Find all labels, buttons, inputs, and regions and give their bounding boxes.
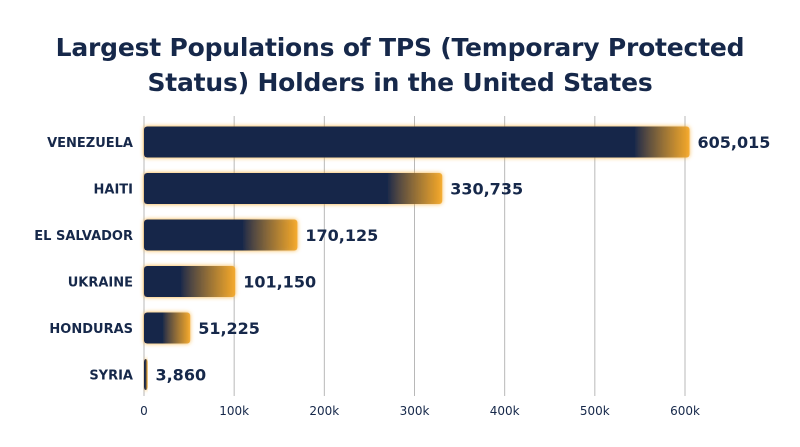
bar-el-salvador <box>144 219 298 251</box>
chart-title-line-2: Status) Holders in the United States <box>147 68 653 97</box>
x-tick-label: 500k <box>580 404 610 418</box>
bar-honduras <box>144 312 191 344</box>
chart-title: Largest Populations of TPS (Temporary Pr… <box>0 30 800 100</box>
x-tick-label: 300k <box>400 404 430 418</box>
bars <box>144 126 690 390</box>
category-label: UKRAINE <box>68 276 133 291</box>
bar-ukraine <box>144 266 236 297</box>
category-label: HONDURAS <box>49 322 133 337</box>
value-label: 51,225 <box>198 319 260 338</box>
value-label: 3,860 <box>155 366 206 385</box>
bar-haiti <box>144 173 443 204</box>
gridlines <box>143 116 686 396</box>
category-label: HAITI <box>94 183 133 198</box>
x-tick-label: 600k <box>670 404 700 418</box>
category-label: SYRIA <box>89 369 133 384</box>
category-label: EL SALVADOR <box>34 229 133 244</box>
chart-title-line-1: Largest Populations of TPS (Temporary Pr… <box>55 33 745 62</box>
value-label: 605,015 <box>698 133 771 152</box>
category-label: VENEZUELA <box>47 136 133 151</box>
value-label: 101,150 <box>243 273 316 292</box>
value-label: 330,735 <box>450 180 523 199</box>
x-tick-label: 0 <box>140 404 148 418</box>
labels: 0 100k 200k 300k 400k 500k 600k VENEZUELA 605,01… <box>34 133 770 418</box>
value-label: 170,125 <box>305 226 378 245</box>
x-tick-label: 400k <box>490 404 520 418</box>
bar-venezuela <box>144 126 690 158</box>
x-tick-label: 200k <box>309 404 339 418</box>
bar-syria <box>144 359 148 390</box>
x-tick-label: 100k <box>219 404 249 418</box>
